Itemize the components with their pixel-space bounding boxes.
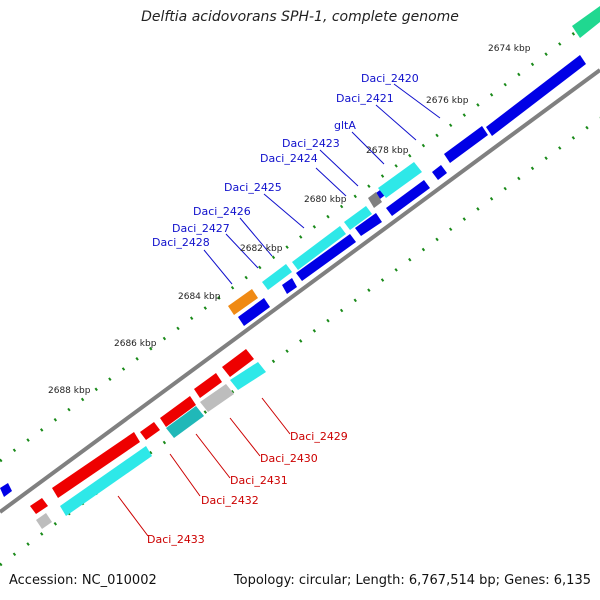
- gene-label[interactable]: Daci_2421: [336, 92, 394, 105]
- genome-backbone: [0, 68, 600, 514]
- cds-daci-2423[interactable]: [386, 180, 430, 216]
- feature-orange[interactable]: [228, 289, 258, 315]
- feature-cyan-2[interactable]: [344, 206, 372, 230]
- tick-dots-outer: [0, 12, 600, 463]
- feature-cyan-6[interactable]: [60, 446, 152, 516]
- gene-label[interactable]: Daci_2429: [290, 430, 348, 443]
- feature-gray-3[interactable]: [36, 513, 52, 529]
- gene-label[interactable]: Daci_2430: [260, 452, 318, 465]
- feature-gray-1[interactable]: [368, 192, 382, 208]
- tick-label: 2682 kbp: [240, 244, 283, 254]
- feature-teal[interactable]: [166, 406, 204, 438]
- gene-label[interactable]: Daci_2423: [282, 137, 340, 150]
- cds-daci-2426[interactable]: [296, 234, 356, 281]
- feature-cyan-4[interactable]: [262, 264, 292, 290]
- cds-daci-2431[interactable]: [160, 396, 196, 427]
- cds-daci-2425[interactable]: [355, 213, 382, 236]
- gene-label[interactable]: Daci_2432: [201, 494, 259, 507]
- genome-summary: Topology: circular; Length: 6,767,514 bp…: [233, 573, 591, 588]
- forward-strand: [0, 55, 586, 497]
- gene-label[interactable]: Daci_2426: [193, 205, 251, 218]
- feature-cyan-3[interactable]: [292, 226, 346, 270]
- feature-gray-2[interactable]: [200, 384, 234, 412]
- leader-lines-forward: [203, 83, 441, 285]
- cds-daci-2432[interactable]: [140, 422, 160, 440]
- gene-label[interactable]: Daci_2425: [224, 181, 282, 194]
- cds-daci-2420[interactable]: [486, 55, 586, 136]
- cds-daci-2429[interactable]: [222, 349, 254, 377]
- cds-gltA[interactable]: [432, 165, 447, 180]
- gene-label[interactable]: Daci_2433: [147, 533, 205, 546]
- cds-daci-2421[interactable]: [444, 126, 488, 163]
- tick-label: 2686 kbp: [114, 339, 157, 349]
- reverse-features: [36, 362, 266, 529]
- feature-cyan-5[interactable]: [230, 362, 266, 390]
- gene-label[interactable]: Daci_2424: [260, 152, 318, 165]
- reverse-strand: [30, 349, 254, 514]
- tick-label: 2674 kbp: [488, 44, 531, 54]
- tick-label: 2676 kbp: [426, 96, 469, 106]
- cds-daci-2427[interactable]: [282, 278, 297, 294]
- gene-label[interactable]: gltA: [334, 119, 356, 132]
- gene-label[interactable]: Daci_2420: [361, 72, 419, 85]
- tick-dots-inner: [0, 116, 600, 567]
- accession-label: Accession: NC_010002: [9, 573, 157, 588]
- cds-left-edge[interactable]: [0, 483, 12, 497]
- tick-label: 2678 kbp: [366, 146, 409, 156]
- leader-lines-reverse: [117, 397, 291, 537]
- feature-green[interactable]: [572, 6, 600, 38]
- tick-label: 2684 kbp: [178, 292, 221, 302]
- tick-label: 2688 kbp: [48, 386, 91, 396]
- gene-label[interactable]: Daci_2427: [172, 222, 230, 235]
- map-title: Delftia acidovorans SPH-1, complete geno…: [141, 9, 459, 25]
- feature-cyan-1[interactable]: [378, 162, 422, 198]
- cds-small-red[interactable]: [30, 498, 48, 514]
- cds-daci-2428[interactable]: [238, 298, 270, 326]
- cds-daci-2433[interactable]: [52, 432, 140, 498]
- gene-label[interactable]: Daci_2431: [230, 474, 288, 487]
- forward-features: [228, 162, 422, 315]
- tick-label: 2680 kbp: [304, 195, 347, 205]
- cds-daci-2430[interactable]: [194, 373, 222, 398]
- gene-label[interactable]: Daci_2428: [152, 236, 210, 249]
